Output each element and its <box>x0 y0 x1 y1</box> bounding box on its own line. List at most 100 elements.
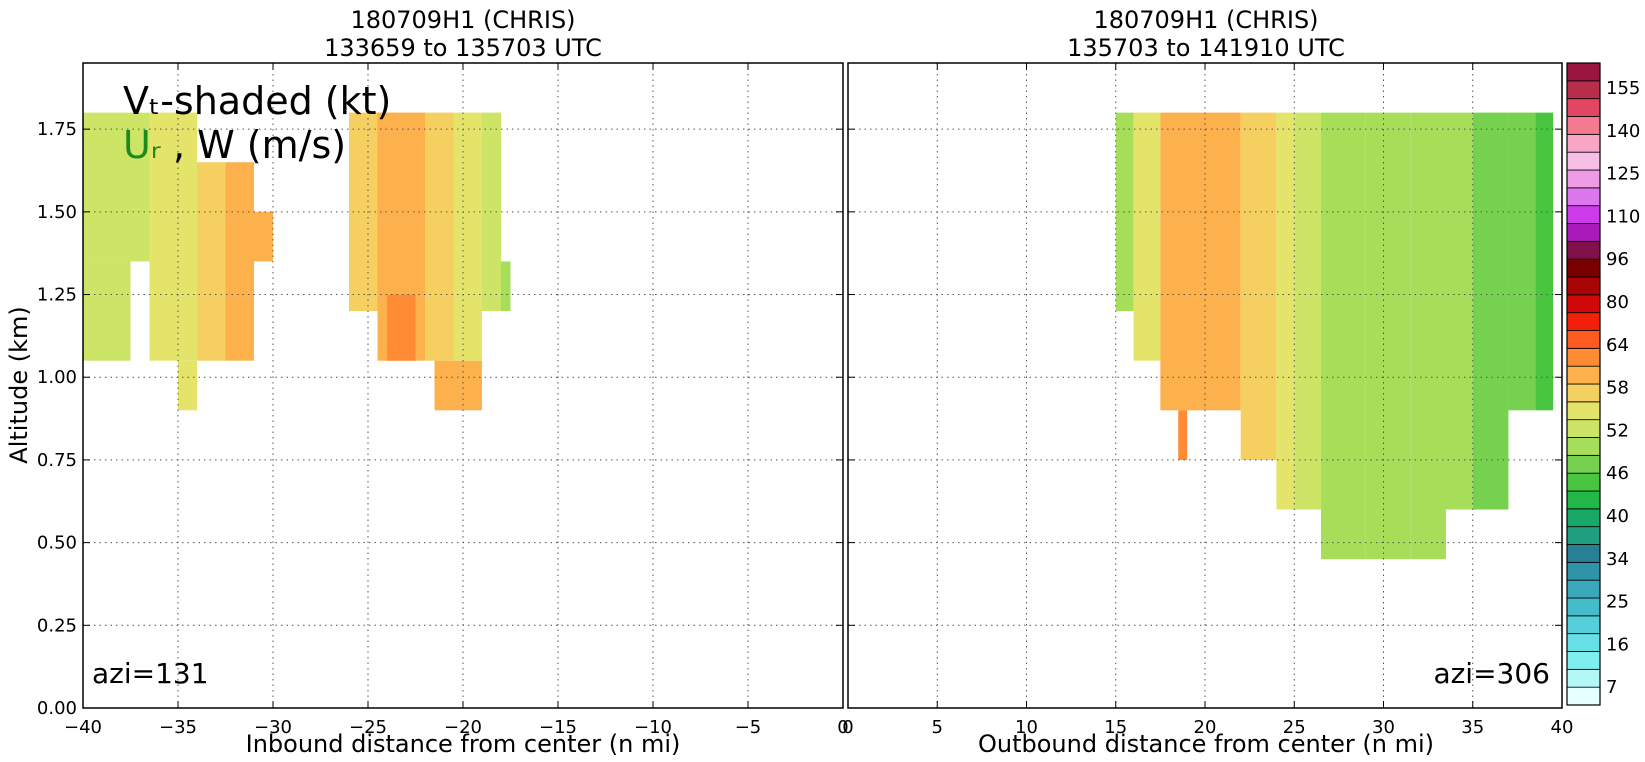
ur-annotation: Uᵣ <box>123 123 161 167</box>
colorbar-swatch <box>1566 187 1601 207</box>
right-title-line1: 180709H1 (CHRIS) <box>1093 6 1318 34</box>
right-title-line2: 135703 to 141910 UTC <box>1067 34 1345 62</box>
x-tick-label: 15 <box>1104 717 1127 738</box>
colorbar-swatch <box>1566 151 1601 171</box>
left-x-axis-label: Inbound distance from center (n mi) <box>246 730 681 758</box>
x-tick-label: −40 <box>64 717 102 738</box>
colorbar-swatch <box>1566 579 1601 599</box>
colorbar-swatch <box>1566 651 1601 670</box>
shaded-cell <box>254 211 273 262</box>
colorbar-swatch <box>1566 454 1601 474</box>
y-tick-label: 1.50 <box>37 202 77 223</box>
colorbar-swatch <box>1566 561 1601 581</box>
right-azimuth-label: azi=306 <box>1433 657 1550 690</box>
colorbar-swatch <box>1566 686 1601 706</box>
x-tick-label: 0 <box>837 717 848 738</box>
uw-annotation: , W (m/s) <box>173 123 346 167</box>
colorbar-swatch <box>1566 437 1601 456</box>
colorbar-tick-label: 64 <box>1606 335 1629 356</box>
shaded-cell <box>434 360 482 411</box>
y-tick-label: 1.25 <box>37 285 77 306</box>
colorbar-swatch <box>1566 205 1601 224</box>
colorbar-swatch <box>1566 365 1601 385</box>
colorbar-swatch <box>1566 347 1601 367</box>
x-tick-label: 25 <box>1283 717 1306 738</box>
colorbar-frame <box>1566 62 1601 706</box>
colorbar-swatch <box>1566 116 1601 135</box>
colorbar-tick-label: 25 <box>1606 592 1629 613</box>
x-tick-label: −20 <box>444 717 482 738</box>
x-tick-label: −5 <box>735 717 762 738</box>
x-tick-label: −25 <box>349 717 387 738</box>
colorbar: 7 16 25 34 40 46 52 58 64 80 96 110 125 140 155 <box>1566 62 1640 706</box>
colorbar-swatch <box>1566 169 1601 189</box>
colorbar-swatch <box>1566 490 1601 510</box>
colorbar-tick-label: 40 <box>1606 506 1629 527</box>
y-tick-label: 0.75 <box>37 450 77 471</box>
colorbar-swatch <box>1566 526 1601 545</box>
colorbar-swatch <box>1566 508 1601 528</box>
colorbar-tick-label: 7 <box>1606 677 1617 698</box>
colorbar-tick-label: 110 <box>1606 206 1640 227</box>
colorbar-tick-label: 140 <box>1606 121 1640 142</box>
colorbar-swatch <box>1566 133 1601 153</box>
y-tick-label: 1.00 <box>37 367 77 388</box>
colorbar-swatch <box>1566 276 1601 296</box>
shaded-cell <box>501 261 511 312</box>
shaded-cell <box>1410 112 1446 560</box>
shaded-cell <box>1205 112 1241 411</box>
shaded-cell <box>1133 112 1161 361</box>
shaded-cell <box>1445 112 1473 510</box>
colorbar-tick-label: 96 <box>1606 249 1629 270</box>
x-tick-label: −10 <box>634 717 672 738</box>
colorbar-swatch <box>1566 597 1601 617</box>
y-tick-label: 0.00 <box>37 698 77 719</box>
shaded-cell <box>1508 112 1536 411</box>
shaded-cell <box>1365 112 1411 560</box>
shaded-cell <box>197 162 226 361</box>
colorbar-swatch <box>1566 472 1601 492</box>
colorbar-tick-label: 125 <box>1606 164 1640 185</box>
colorbar-swatch <box>1566 633 1601 652</box>
colorbar-swatch <box>1566 330 1601 349</box>
x-tick-label: −15 <box>539 717 577 738</box>
colorbar-swatch <box>1566 62 1601 82</box>
colorbar-tick-label: 155 <box>1606 78 1640 99</box>
colorbar-tick-label: 46 <box>1606 463 1629 484</box>
left-azimuth-label: azi=131 <box>92 657 209 690</box>
colorbar-tick-label: 52 <box>1606 420 1629 441</box>
shading-annotation: Vₜ-shaded (kt) <box>123 79 391 123</box>
shaded-cell <box>178 360 197 411</box>
shaded-cell <box>1276 112 1295 510</box>
colorbar-tick-label: 16 <box>1606 634 1629 655</box>
x-tick-label: 0 <box>842 717 853 738</box>
left-panel: −40 −35 −30 −25 −20 −15 −10 −5 0 0.00 0.25 0.50 0.75… <box>37 62 849 738</box>
colorbar-swatch <box>1566 258 1601 278</box>
y-tick-label: 0.25 <box>37 615 77 636</box>
x-tick-label: 35 <box>1461 717 1484 738</box>
shaded-cell <box>225 162 254 361</box>
colorbar-swatch <box>1566 419 1601 438</box>
colorbar-swatch <box>1566 294 1601 314</box>
shaded-cell <box>149 112 197 361</box>
x-tick-label: 10 <box>1015 717 1038 738</box>
y-axis-label: Altitude (km) <box>5 306 33 463</box>
colorbar-swatch <box>1566 544 1601 563</box>
shaded-cell <box>1160 112 1205 411</box>
colorbar-swatch <box>1566 383 1601 403</box>
colorbar-swatch <box>1566 240 1601 260</box>
shaded-cell <box>1294 112 1322 510</box>
shaded-cell <box>1115 112 1134 312</box>
x-tick-label: −30 <box>254 717 292 738</box>
colorbar-tick-label: 80 <box>1606 292 1629 313</box>
left-title-line1: 180709H1 (CHRIS) <box>350 6 575 34</box>
shaded-cell <box>1321 112 1366 560</box>
colorbar-swatch <box>1566 668 1601 688</box>
right-panel: 0 5 10 15 20 25 30 35 40 <box>842 62 1574 738</box>
x-tick-label: 40 <box>1551 717 1574 738</box>
colorbar-tick-label: 34 <box>1606 549 1629 570</box>
y-tick-label: 0.50 <box>37 533 77 554</box>
x-tick-label: 5 <box>932 717 943 738</box>
right-x-axis-label: Outbound distance from center (n mi) <box>978 730 1434 758</box>
